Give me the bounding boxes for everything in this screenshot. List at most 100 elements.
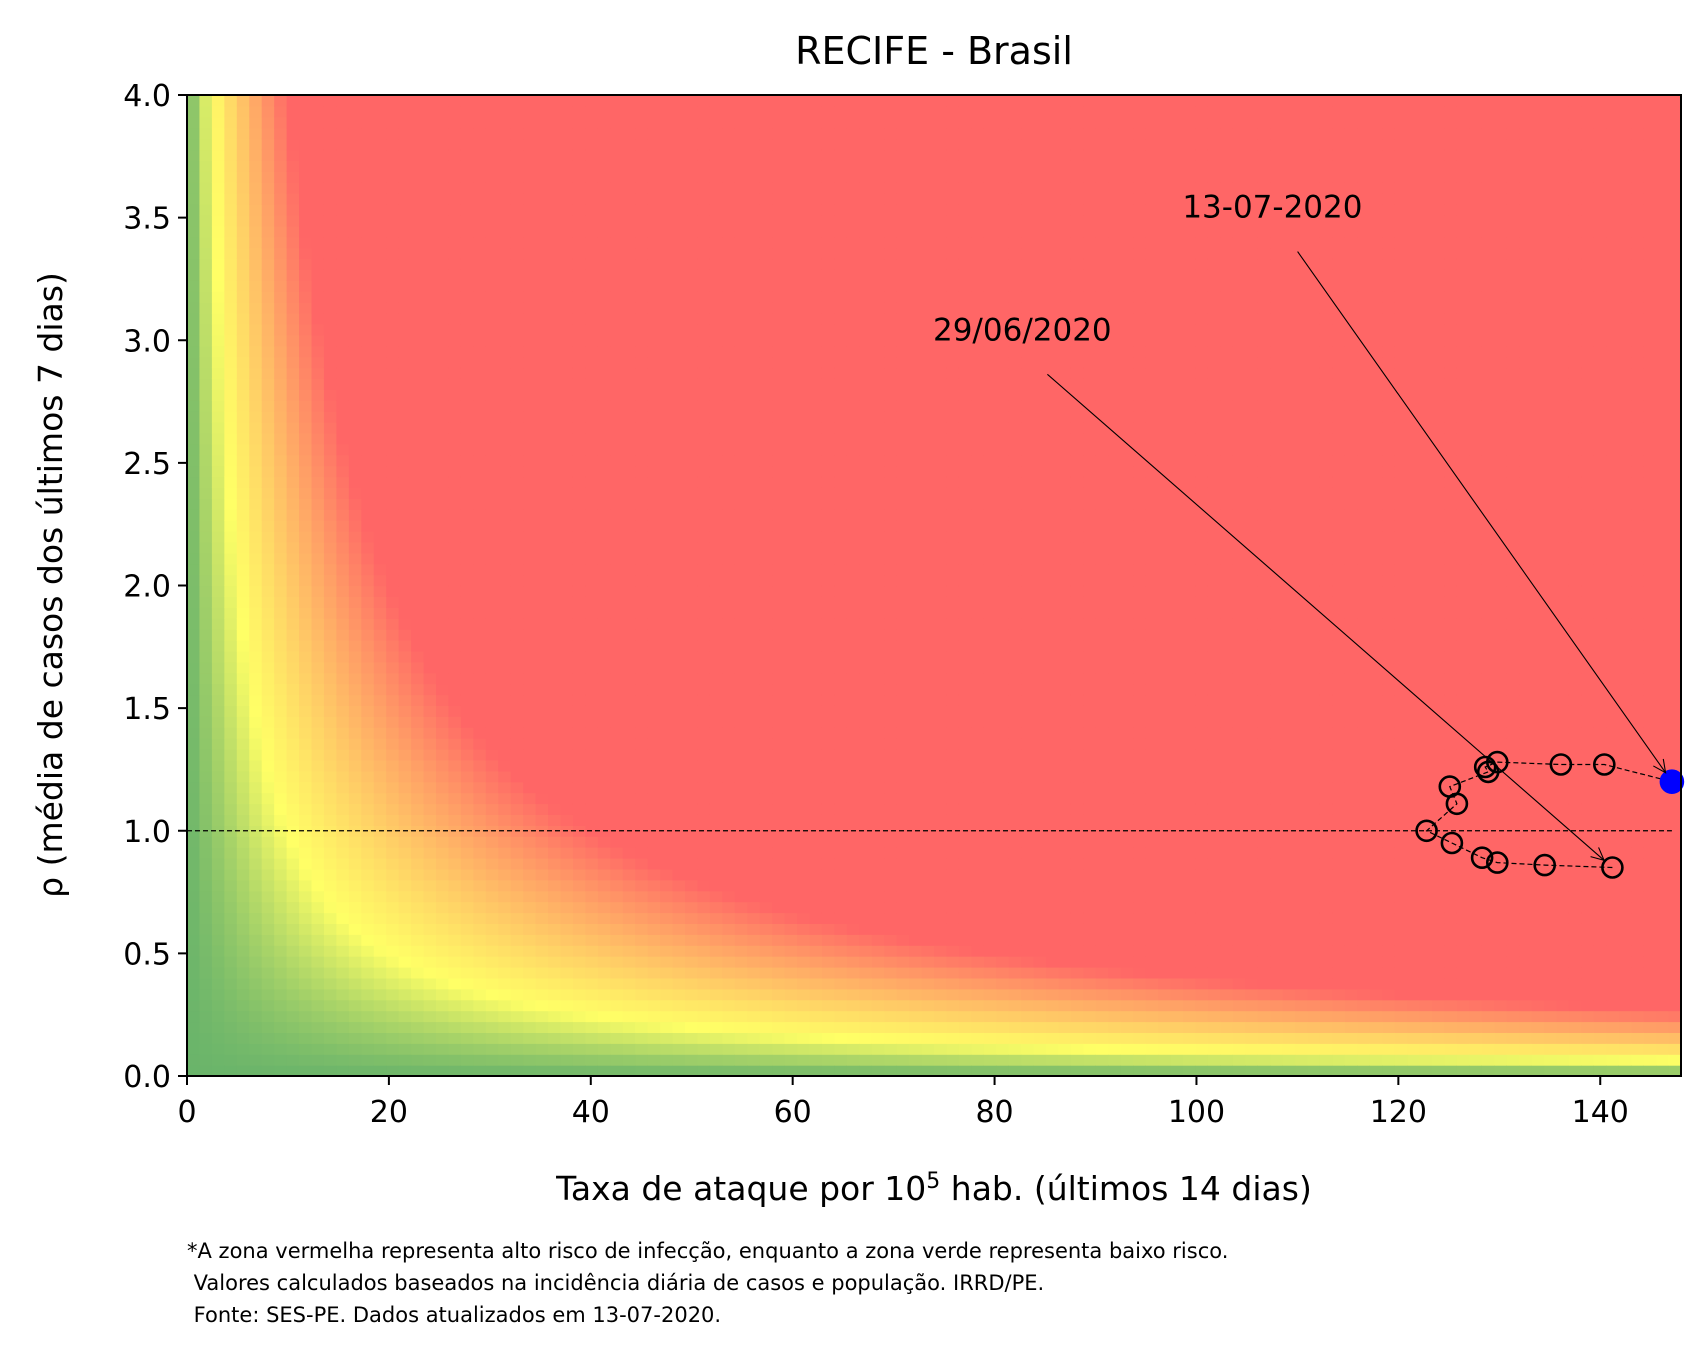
heatmap-cell bbox=[286, 465, 300, 478]
heatmap-cell bbox=[784, 716, 798, 728]
heatmap-cell bbox=[224, 334, 238, 347]
heatmap-cell bbox=[299, 541, 313, 554]
heatmap-cell bbox=[834, 400, 848, 412]
heatmap-cell bbox=[597, 432, 611, 445]
heatmap-cell bbox=[274, 323, 288, 336]
heatmap-cell bbox=[261, 443, 275, 456]
heatmap-cell bbox=[660, 182, 674, 194]
heatmap-cell bbox=[411, 258, 425, 270]
heatmap-cell bbox=[249, 618, 263, 630]
heatmap-cell bbox=[747, 596, 761, 608]
heatmap-cell bbox=[448, 618, 462, 630]
heatmap-cell bbox=[610, 236, 624, 249]
heatmap-cell bbox=[473, 977, 487, 990]
heatmap-cell bbox=[249, 759, 263, 772]
heatmap-cell bbox=[672, 313, 686, 325]
heatmap-cell bbox=[411, 520, 425, 532]
heatmap-cell bbox=[560, 95, 574, 107]
heatmap-cell bbox=[398, 650, 412, 663]
heatmap-cell bbox=[597, 1032, 611, 1044]
heatmap-cell bbox=[211, 269, 225, 281]
heatmap-cell bbox=[323, 683, 337, 696]
heatmap-cell bbox=[361, 291, 375, 303]
heatmap-cell bbox=[386, 618, 400, 630]
heatmap-cell bbox=[236, 912, 250, 924]
heatmap-cell bbox=[398, 901, 412, 914]
heatmap-cell bbox=[846, 541, 860, 554]
heatmap-cell bbox=[448, 204, 462, 216]
heatmap-cell bbox=[473, 138, 487, 151]
heatmap-cell bbox=[572, 716, 586, 728]
heatmap-cell bbox=[797, 923, 811, 935]
heatmap-cell bbox=[809, 1021, 823, 1033]
heatmap-cell bbox=[373, 138, 387, 151]
heatmap-cell bbox=[784, 171, 798, 183]
heatmap-cell bbox=[672, 672, 686, 685]
heatmap-cell bbox=[660, 912, 674, 924]
heatmap-cell bbox=[772, 596, 786, 608]
heatmap-cell bbox=[199, 269, 213, 281]
heatmap-cell bbox=[797, 661, 811, 674]
heatmap-cell bbox=[411, 313, 425, 325]
heatmap-cell bbox=[834, 749, 848, 761]
heatmap-cell bbox=[548, 934, 562, 946]
heatmap-cell bbox=[460, 334, 474, 347]
heatmap-cell bbox=[199, 1032, 213, 1044]
heatmap-cell bbox=[797, 868, 811, 881]
heatmap-cell bbox=[398, 323, 412, 336]
heatmap-cell bbox=[249, 509, 263, 521]
heatmap-cell bbox=[411, 912, 425, 924]
heatmap-cell bbox=[846, 999, 860, 1012]
heatmap-cell bbox=[585, 541, 599, 554]
heatmap-cell bbox=[635, 552, 649, 565]
heatmap-cell bbox=[834, 160, 848, 172]
heatmap-cell bbox=[759, 868, 773, 881]
heatmap-cell bbox=[510, 138, 524, 151]
heatmap-cell bbox=[236, 214, 250, 227]
heatmap-cell bbox=[448, 138, 462, 151]
heatmap-cell bbox=[597, 1054, 611, 1066]
heatmap-cell bbox=[473, 738, 487, 750]
heatmap-cell bbox=[199, 432, 213, 445]
heatmap-cell bbox=[772, 432, 786, 445]
heatmap-cell bbox=[772, 607, 786, 619]
heatmap-cell bbox=[411, 552, 425, 565]
heatmap-cell bbox=[560, 563, 574, 576]
heatmap-cell bbox=[460, 858, 474, 870]
heatmap-cell bbox=[734, 116, 748, 129]
heatmap-cell bbox=[336, 214, 350, 227]
heatmap-cell bbox=[224, 509, 238, 521]
heatmap-cell bbox=[261, 193, 275, 205]
heatmap-cell bbox=[361, 770, 375, 783]
heatmap-cell bbox=[236, 716, 250, 728]
heatmap-cell bbox=[436, 858, 450, 870]
heatmap-cell bbox=[809, 792, 823, 805]
heatmap-cell bbox=[249, 716, 263, 728]
heatmap-cell bbox=[548, 945, 562, 957]
heatmap-cell bbox=[510, 269, 524, 281]
heatmap-cell bbox=[597, 400, 611, 412]
heatmap-cell bbox=[211, 781, 225, 794]
heatmap-cell bbox=[236, 552, 250, 565]
heatmap-cell bbox=[485, 149, 499, 161]
heatmap-cell bbox=[236, 683, 250, 696]
heatmap-cell bbox=[448, 759, 462, 772]
heatmap-cell bbox=[485, 672, 499, 685]
heatmap-cell bbox=[236, 803, 250, 815]
heatmap-cell bbox=[859, 258, 873, 270]
heatmap-cell bbox=[797, 574, 811, 587]
heatmap-cell bbox=[585, 476, 599, 488]
heatmap-cell bbox=[597, 193, 611, 205]
heatmap-cell bbox=[585, 160, 599, 172]
heatmap-cell bbox=[734, 389, 748, 401]
heatmap-cell bbox=[423, 291, 437, 303]
heatmap-cell bbox=[709, 607, 723, 619]
heatmap-cell bbox=[199, 563, 213, 576]
heatmap-cell bbox=[697, 879, 711, 892]
heatmap-cell bbox=[473, 1021, 487, 1033]
heatmap-cell bbox=[722, 465, 736, 478]
heatmap-cell bbox=[871, 977, 885, 990]
heatmap-cell bbox=[299, 247, 313, 260]
heatmap-cell bbox=[784, 105, 798, 118]
heatmap-cell bbox=[523, 476, 537, 488]
